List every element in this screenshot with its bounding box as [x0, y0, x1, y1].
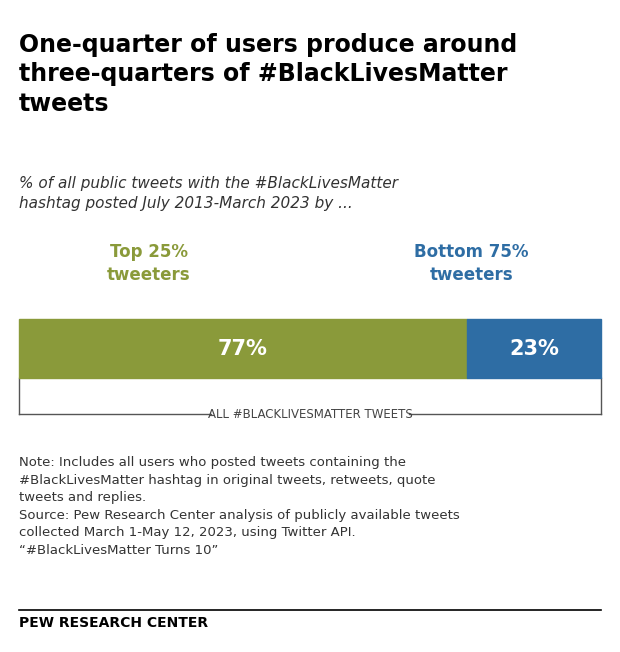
Text: Top 25%
tweeters: Top 25% tweeters — [107, 243, 190, 284]
Text: One-quarter of users produce around
three-quarters of #BlackLivesMatter
tweets: One-quarter of users produce around thre… — [19, 33, 517, 116]
Text: ALL #BLACKLIVESMATTER TWEETS: ALL #BLACKLIVESMATTER TWEETS — [208, 408, 412, 421]
Text: 23%: 23% — [510, 339, 559, 359]
Text: % of all public tweets with the #BlackLivesMatter
hashtag posted July 2013-March: % of all public tweets with the #BlackLi… — [19, 176, 397, 211]
Text: 77%: 77% — [218, 339, 268, 359]
Text: PEW RESEARCH CENTER: PEW RESEARCH CENTER — [19, 616, 208, 630]
Text: Bottom 75%
tweeters: Bottom 75% tweeters — [414, 243, 528, 284]
Text: Note: Includes all users who posted tweets containing the
#BlackLivesMatter hash: Note: Includes all users who posted twee… — [19, 456, 459, 557]
